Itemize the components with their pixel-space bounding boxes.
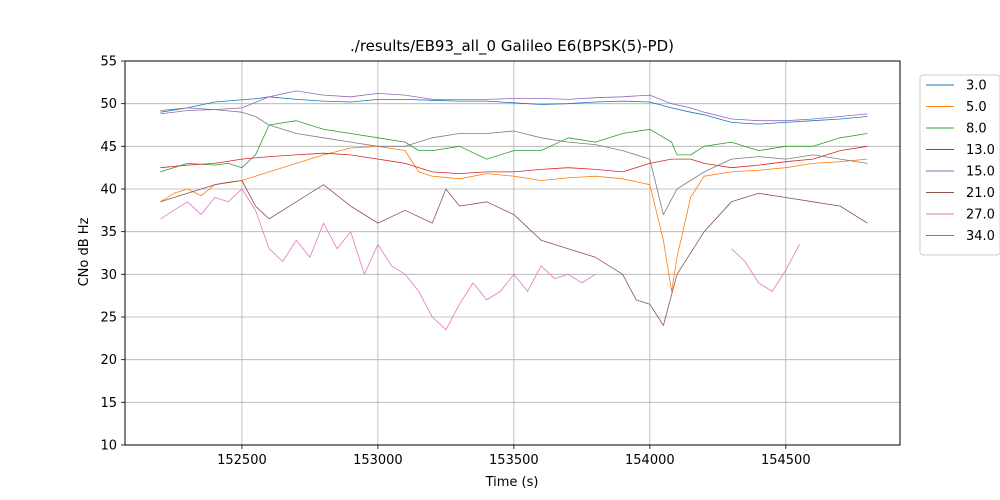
series-line-13.0 (160, 145, 868, 175)
series-3.0 (160, 96, 868, 125)
plot-frame (124, 60, 901, 446)
legend-label: 15.0 (966, 165, 995, 180)
y-tick-label: 20 (100, 353, 117, 368)
x-tick-label: 154500 (761, 453, 811, 468)
x-tick-label: 154000 (625, 453, 675, 468)
legend-box (919, 74, 1000, 256)
series-line-8.0 (160, 120, 868, 173)
series-27.0 (160, 188, 800, 331)
series-layer (160, 90, 868, 331)
x-tick-label: 152500 (217, 453, 267, 468)
legend-label: 27.0 (966, 208, 995, 223)
y-axis-label: CNo dB Hz (77, 217, 92, 286)
y-tick-label: 10 (100, 439, 117, 454)
y-tick-label: 50 (100, 97, 117, 112)
y-tick-label: 15 (100, 396, 117, 411)
y-tick-label: 25 (100, 311, 117, 326)
legend-label: 21.0 (966, 186, 995, 201)
y-axis-ticks: 10 15 20 25 30 35 40 45 50 55 (100, 55, 125, 454)
series-8.0 (160, 120, 868, 173)
y-tick-label: 35 (100, 225, 117, 240)
y-tick-label: 55 (100, 55, 117, 70)
legend-label: 34.0 (966, 229, 995, 244)
series-13.0 (160, 145, 868, 175)
series-line-3.0 (160, 96, 868, 125)
chart-title: ./results/EB93_all_0 Galileo E6(BPSK(5)-… (350, 37, 674, 56)
legend-label: 3.0 (966, 79, 987, 94)
y-tick-label: 45 (100, 140, 117, 155)
series-34.0 (160, 107, 868, 216)
y-tick-label: 40 (100, 183, 117, 198)
x-axis-ticks: 152500 153000 153500 154000 154500 (217, 445, 811, 468)
x-axis-label: Time (s) (485, 475, 539, 490)
series-line-27.0 (731, 244, 800, 292)
series-line-34.0 (160, 107, 868, 216)
series-15.0 (160, 90, 868, 122)
y-tick-label: 30 (100, 268, 117, 283)
legend-label: 13.0 (966, 143, 995, 158)
legend-label: 5.0 (966, 100, 987, 115)
series-line-27.0 (160, 188, 596, 331)
legend-label: 8.0 (966, 122, 987, 137)
series-line-15.0 (160, 90, 868, 122)
series-21.0 (160, 180, 868, 326)
x-tick-label: 153500 (489, 453, 539, 468)
series-line-21.0 (160, 180, 868, 326)
legend: 3.0 5.0 8.0 13.0 15.0 21.0 27.0 34.0 (919, 74, 1000, 256)
x-tick-label: 153000 (353, 453, 403, 468)
